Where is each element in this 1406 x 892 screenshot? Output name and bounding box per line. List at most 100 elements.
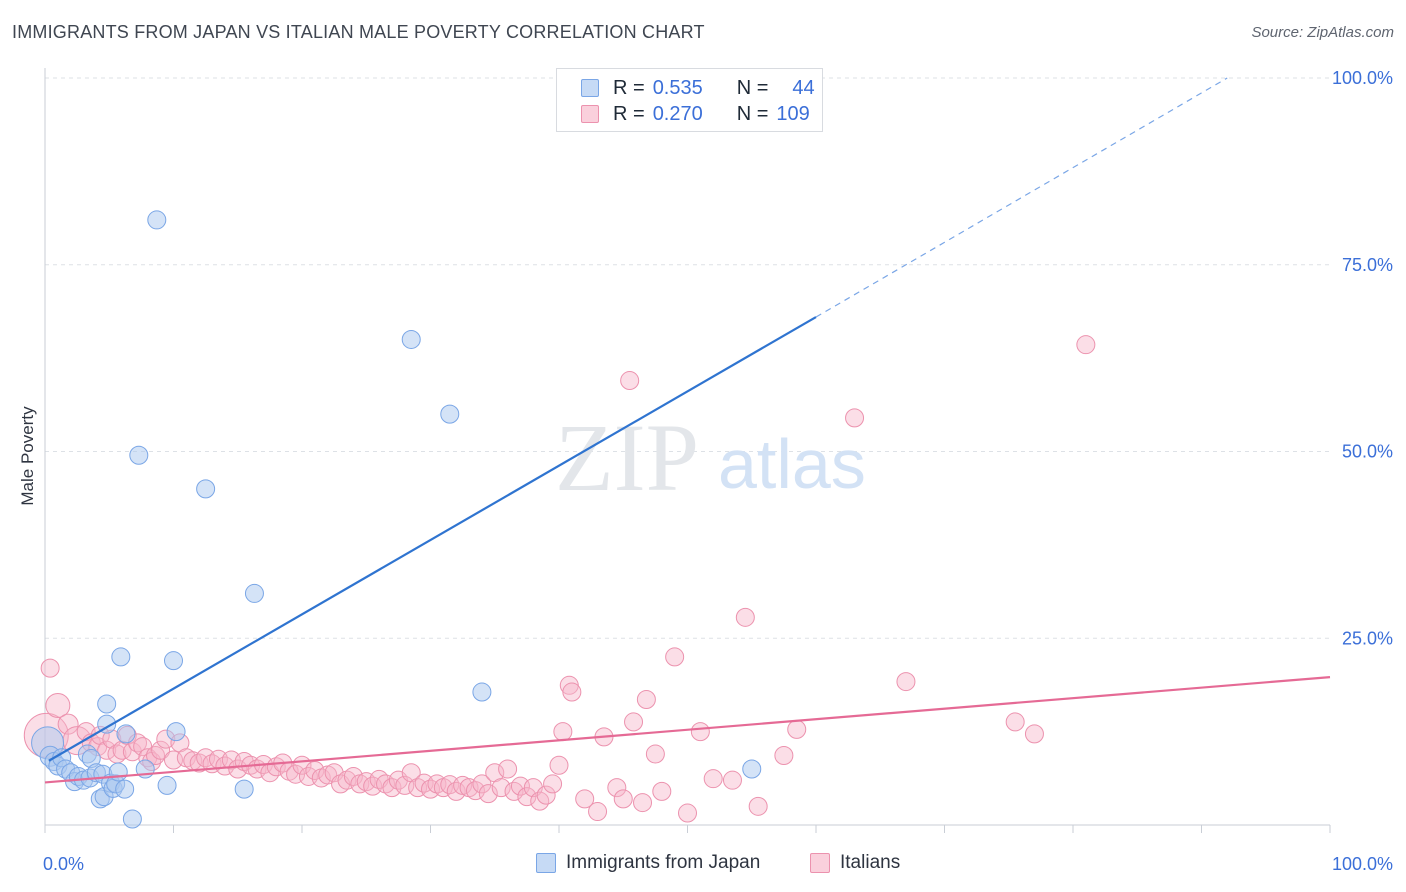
y-tick-label: 75.0% xyxy=(1342,255,1393,275)
point-italians xyxy=(504,781,524,801)
bottom-legend-label-japan: Immigrants from Japan xyxy=(566,852,761,873)
point-japan xyxy=(108,762,128,782)
point-italians xyxy=(40,658,60,678)
legend-swatch-pink xyxy=(581,105,599,123)
point-italians xyxy=(896,672,916,692)
point-italians xyxy=(620,371,640,391)
point-italians xyxy=(633,793,653,813)
point-italians xyxy=(491,778,511,798)
point-italians xyxy=(636,690,656,710)
trendline-japan-extension xyxy=(815,77,1228,318)
point-italians xyxy=(703,769,723,789)
legend-r-label: R = xyxy=(613,76,645,99)
point-italians xyxy=(774,746,794,766)
legend-n-value: 44 xyxy=(792,76,815,99)
legend-row-italians: R = 0.270 N = 109 xyxy=(581,102,810,126)
legend-n-label: N = xyxy=(736,102,769,125)
point-italians xyxy=(613,789,633,809)
point-italians xyxy=(337,770,357,790)
point-japan xyxy=(472,682,492,702)
point-italians xyxy=(748,796,768,816)
point-italians xyxy=(472,774,492,794)
point-italians xyxy=(1024,724,1044,744)
point-japan xyxy=(111,647,131,667)
point-italians xyxy=(588,802,608,822)
point-italians xyxy=(376,774,396,794)
point-japan xyxy=(401,329,421,349)
point-italians xyxy=(624,712,644,732)
point-italians xyxy=(553,722,573,742)
legend-row-japan: R = 0.535 N = 44 xyxy=(581,76,815,100)
chart-title: IMMIGRANTS FROM JAPAN VS ITALIAN MALE PO… xyxy=(12,22,705,42)
point-italians xyxy=(543,774,563,794)
point-italians xyxy=(665,647,685,667)
point-japan xyxy=(244,583,264,603)
point-italians xyxy=(575,789,595,809)
point-japan xyxy=(196,479,216,499)
correlation-legend: R = 0.535 N = 44 R = 0.270 N = 109 xyxy=(556,68,823,132)
point-japan xyxy=(122,809,142,829)
trendlines xyxy=(44,77,1331,784)
point-italians xyxy=(562,682,582,702)
point-italians xyxy=(228,759,248,779)
point-japan xyxy=(157,775,177,795)
point-italians xyxy=(735,607,755,627)
point-italians xyxy=(1005,712,1025,732)
point-italians xyxy=(1076,335,1096,355)
y-axis-label: Male Poverty xyxy=(18,406,37,506)
point-italians xyxy=(97,740,117,760)
watermark-zip: ZIP xyxy=(555,404,699,511)
point-italians xyxy=(549,755,569,775)
point-italians xyxy=(343,766,363,786)
point-italians xyxy=(498,759,518,779)
bottom-legend-swatch-pink xyxy=(810,853,830,873)
y-tick-label: 25.0% xyxy=(1342,628,1393,648)
point-japan xyxy=(234,779,254,799)
point-italians xyxy=(146,746,166,766)
point-italians xyxy=(607,778,627,798)
point-italians xyxy=(652,781,672,801)
point-italians xyxy=(305,760,325,780)
point-japan xyxy=(166,722,186,742)
trendline-japan xyxy=(48,316,817,762)
bottom-legend-swatch-blue xyxy=(536,853,556,873)
bottom-legend-label-italians: Italians xyxy=(840,852,901,873)
point-japan xyxy=(129,445,149,465)
point-japan xyxy=(440,404,460,424)
point-italians xyxy=(722,770,742,790)
legend-n-label: N = xyxy=(736,76,769,99)
point-japan xyxy=(116,724,136,744)
point-italians xyxy=(57,713,79,735)
legend-r-label: R = xyxy=(613,102,645,125)
bottom-legend-japan: Immigrants from Japan xyxy=(536,852,760,874)
point-italians xyxy=(690,722,710,742)
point-japan xyxy=(147,210,167,230)
x-tick-label: 100.0% xyxy=(1332,854,1393,874)
trendline-italians xyxy=(44,675,1331,784)
point-italians xyxy=(845,408,865,428)
source-label: Source: ZipAtlas.com xyxy=(1251,24,1394,41)
watermark-atlas: atlas xyxy=(718,425,866,503)
grid-lines xyxy=(45,77,1330,639)
point-italians xyxy=(787,719,807,739)
axes xyxy=(44,68,1331,833)
legend-r-value: 0.270 xyxy=(652,102,703,125)
point-italians xyxy=(678,803,697,823)
bottom-legend-italians: Italians xyxy=(810,852,900,874)
point-italians xyxy=(536,785,556,805)
point-italians xyxy=(151,740,171,760)
point-italians xyxy=(45,692,71,718)
legend-r-value: 0.535 xyxy=(652,76,703,99)
point-japan xyxy=(115,779,135,799)
tick-labels: 25.0% 50.0% 75.0% 100.0% 0.0% 100.0% xyxy=(43,68,1393,874)
point-italians xyxy=(478,784,498,804)
point-japan xyxy=(97,694,117,714)
x-tick-label: 0.0% xyxy=(43,854,84,874)
legend-swatch-blue xyxy=(581,79,599,97)
point-italians xyxy=(645,744,665,764)
y-tick-label: 100.0% xyxy=(1332,68,1393,88)
point-japan xyxy=(742,759,762,779)
legend-n-value: 109 xyxy=(776,102,810,125)
y-tick-label: 50.0% xyxy=(1342,442,1393,462)
